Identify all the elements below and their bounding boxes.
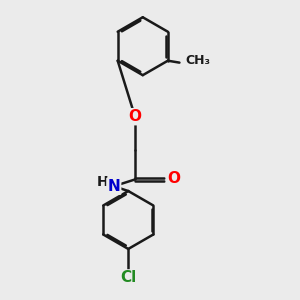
Text: CH₃: CH₃ (185, 54, 210, 67)
Text: H: H (96, 175, 108, 189)
Text: O: O (128, 109, 142, 124)
Text: N: N (107, 179, 120, 194)
Text: O: O (167, 171, 180, 186)
Text: Cl: Cl (120, 270, 136, 285)
